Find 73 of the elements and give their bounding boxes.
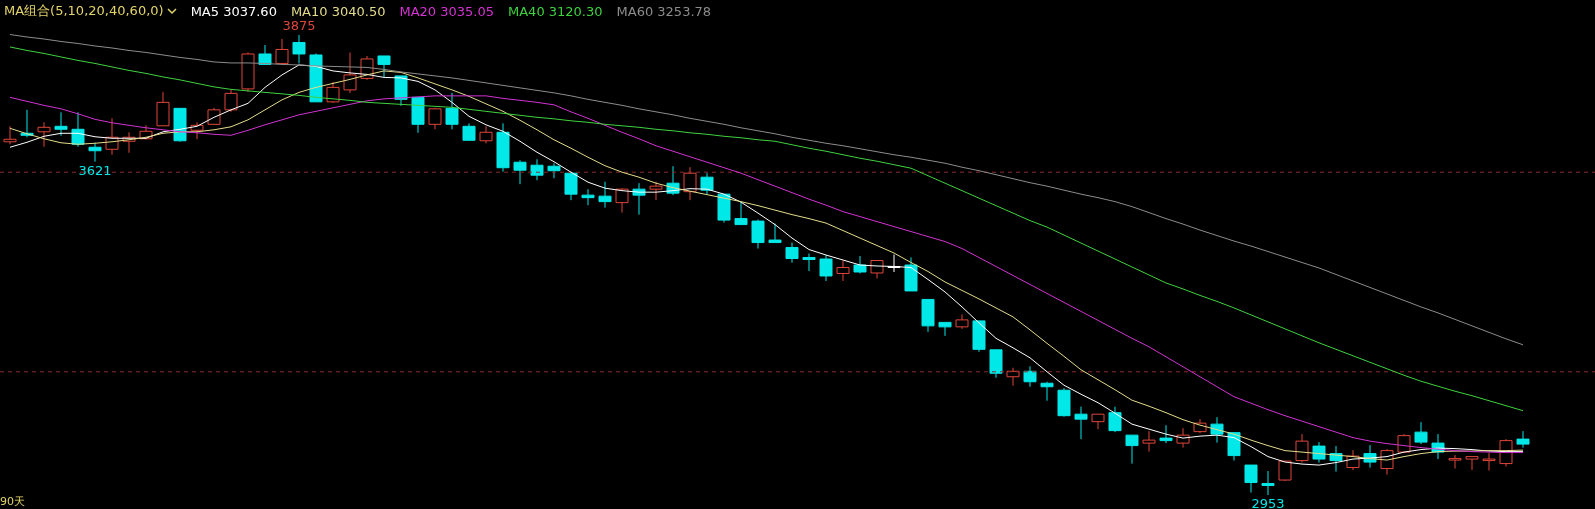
annotation: 90天 bbox=[0, 495, 25, 508]
candlestick bbox=[1414, 421, 1428, 445]
candlestick bbox=[3, 125, 17, 145]
candlestick bbox=[1023, 365, 1037, 388]
candlestick bbox=[1244, 464, 1258, 494]
candlestick bbox=[1482, 452, 1496, 472]
candlestick bbox=[37, 121, 51, 148]
candlestick bbox=[547, 162, 561, 179]
candlestick bbox=[1278, 460, 1292, 482]
candlestick bbox=[1091, 413, 1105, 430]
text: MA5 3037.60 bbox=[190, 3, 277, 19]
candlestick bbox=[768, 223, 782, 244]
candlestick bbox=[938, 321, 952, 337]
candlestick bbox=[343, 51, 357, 94]
candlestick bbox=[224, 89, 238, 113]
candlestick bbox=[904, 257, 918, 292]
candlestick bbox=[1040, 381, 1054, 402]
candlestick bbox=[411, 96, 425, 134]
candlestick bbox=[1295, 433, 1309, 464]
candlestick bbox=[1448, 454, 1462, 470]
candlestick bbox=[581, 188, 595, 206]
candlestick bbox=[955, 313, 969, 330]
annotation: 3621 bbox=[77, 162, 113, 178]
candlestick bbox=[496, 122, 510, 173]
candlestick bbox=[275, 38, 289, 64]
candlestick bbox=[1074, 406, 1088, 440]
candlestick bbox=[156, 91, 170, 127]
annotation: 2953 bbox=[1250, 496, 1286, 509]
candlestick bbox=[734, 201, 748, 226]
candlestick bbox=[1125, 434, 1139, 465]
text: MA10 3040.50 bbox=[290, 3, 386, 19]
candlestick bbox=[785, 242, 799, 264]
candlestick bbox=[309, 52, 323, 103]
candlestick bbox=[326, 81, 340, 104]
text: MA60 3253.78 bbox=[616, 3, 712, 19]
candlestick bbox=[1465, 456, 1479, 471]
candlestick bbox=[1142, 430, 1156, 453]
text: MA20 3035.05 bbox=[399, 3, 494, 19]
annotation: 3875 bbox=[281, 18, 317, 33]
candlestick bbox=[479, 125, 493, 144]
candlestick bbox=[1261, 470, 1275, 496]
candlestick bbox=[428, 107, 442, 130]
candlestick bbox=[751, 219, 765, 250]
candlestick bbox=[1516, 430, 1530, 449]
candlestick bbox=[649, 181, 663, 201]
candlestick bbox=[700, 172, 714, 195]
candlestick bbox=[173, 107, 187, 143]
candlestick bbox=[1312, 441, 1326, 464]
candlestick bbox=[54, 111, 68, 137]
candlestick bbox=[564, 171, 578, 201]
candlestick bbox=[462, 122, 476, 142]
candlestick bbox=[1057, 387, 1071, 418]
candlestick bbox=[88, 142, 102, 163]
candlestick bbox=[292, 34, 306, 64]
candlestick bbox=[921, 298, 935, 333]
candlestick bbox=[377, 55, 391, 78]
candlestick bbox=[1006, 367, 1020, 387]
candlestick bbox=[989, 349, 1003, 379]
candlestick bbox=[207, 107, 221, 125]
legend-title: MA组合(5,10,20,40,60,0) bbox=[4, 2, 165, 20]
candlestick bbox=[598, 181, 612, 209]
candlestick bbox=[445, 92, 459, 130]
candlestick bbox=[513, 159, 527, 185]
candlestick bbox=[836, 260, 850, 282]
candlestick bbox=[802, 253, 816, 272]
candlestick bbox=[241, 51, 255, 93]
candlestick bbox=[717, 193, 731, 224]
candlestick bbox=[819, 254, 833, 282]
candlestick bbox=[972, 320, 986, 353]
candlestick bbox=[1108, 406, 1122, 433]
candlestick bbox=[1159, 424, 1173, 444]
text: MA40 3120.30 bbox=[508, 3, 603, 19]
candlestick bbox=[530, 158, 544, 181]
